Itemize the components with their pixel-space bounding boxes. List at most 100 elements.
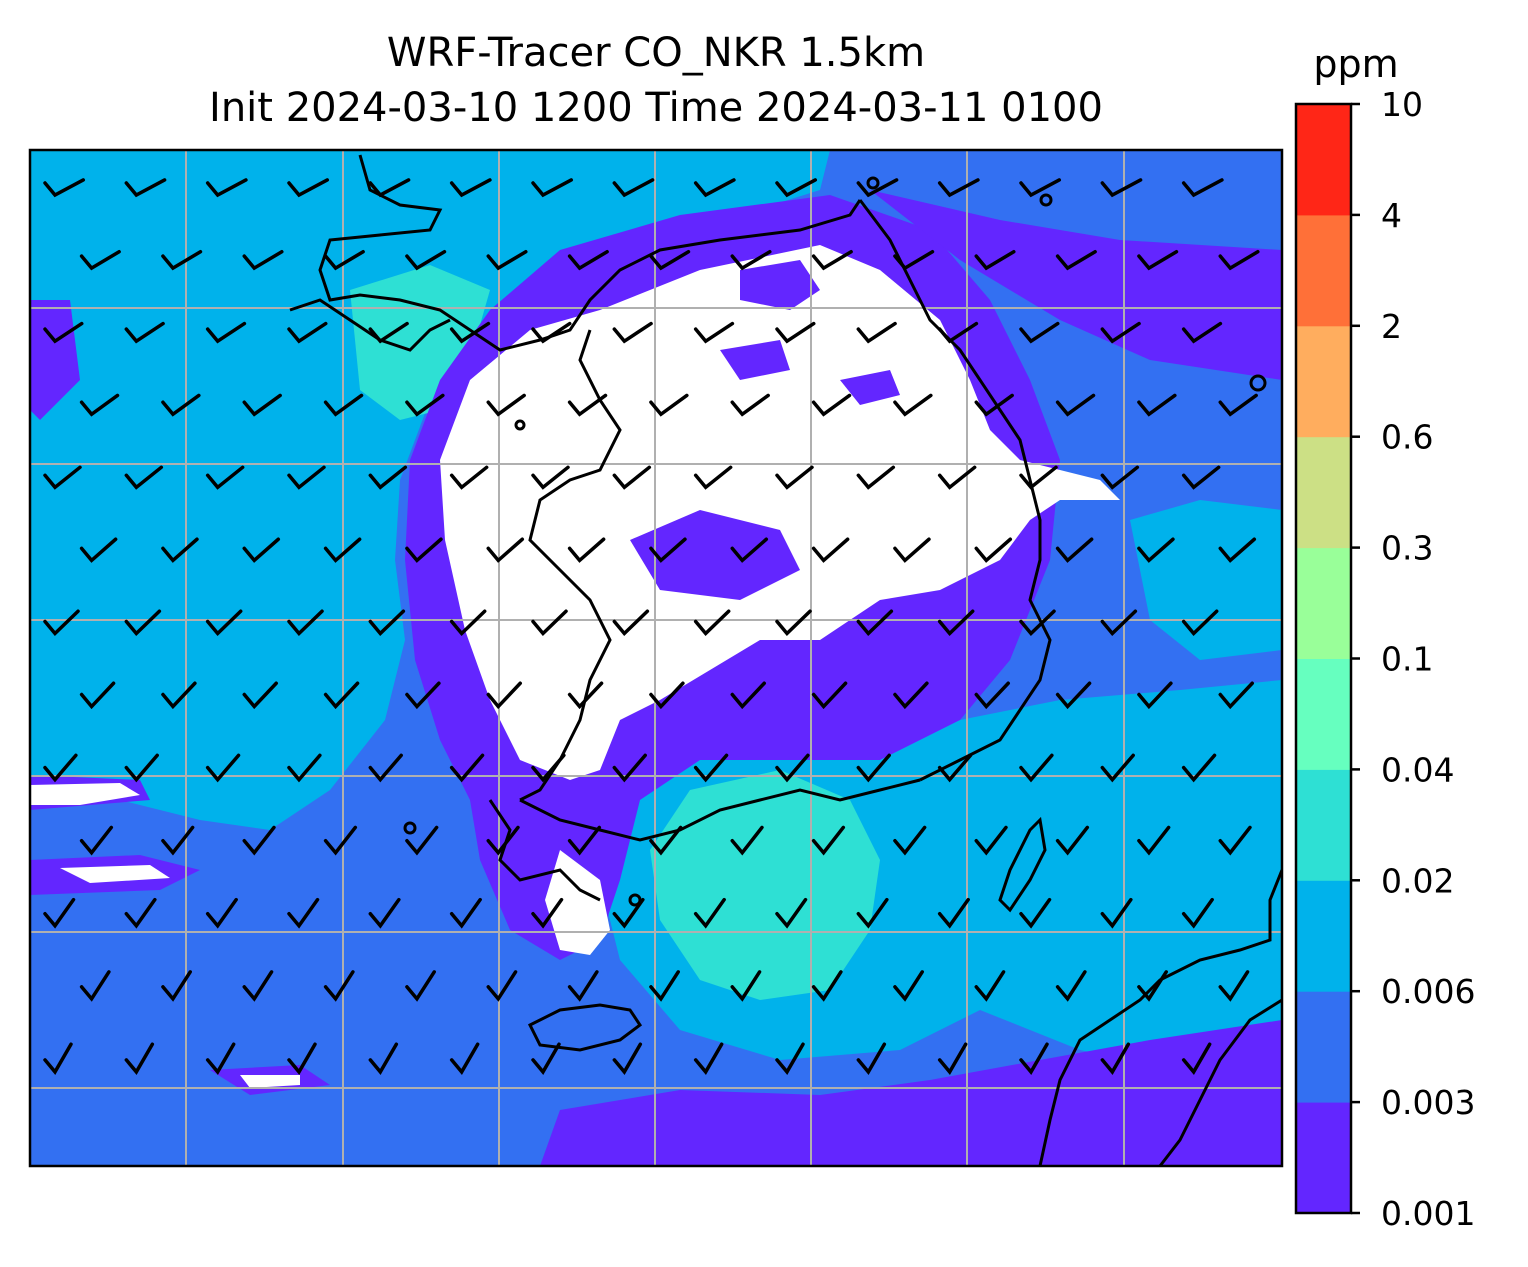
wind-barb bbox=[730, 537, 769, 563]
wind-barb bbox=[43, 465, 82, 490]
contour-white-streak-3 bbox=[240, 1075, 300, 1088]
wind-barb bbox=[1055, 970, 1087, 1002]
wind-barb bbox=[649, 681, 685, 710]
wind-barb bbox=[1218, 537, 1257, 563]
wind-barb bbox=[287, 1042, 317, 1075]
wind-barb bbox=[1181, 321, 1223, 344]
wind-barb bbox=[856, 1042, 887, 1075]
wind-barb bbox=[856, 465, 896, 490]
wind-barb bbox=[567, 970, 599, 1002]
wind-barb bbox=[405, 970, 436, 1002]
wind-barb bbox=[287, 178, 330, 198]
wind-barb bbox=[1055, 537, 1094, 563]
wind-barb bbox=[1055, 393, 1096, 417]
wind-barb bbox=[531, 178, 574, 198]
colorbar-ticks: 0.001 0.003 0.006 0.02 0.04 0.1 0.3 0.6 2 4 10 bbox=[1351, 85, 1475, 1233]
wind-barb bbox=[1055, 681, 1092, 710]
wind-barb bbox=[1181, 897, 1214, 929]
wind-barb bbox=[693, 465, 733, 490]
wind-barb bbox=[1181, 1042, 1212, 1075]
wind-barb bbox=[287, 897, 320, 929]
wind-barb bbox=[43, 1042, 73, 1075]
wind-barb bbox=[287, 321, 328, 344]
wind-barb bbox=[1181, 609, 1219, 637]
wind-barb bbox=[893, 825, 927, 856]
wind-barb bbox=[205, 609, 243, 637]
wind-barb bbox=[1019, 609, 1056, 637]
wind-barb bbox=[43, 897, 76, 929]
coastline-china-north bbox=[318, 154, 862, 352]
contour-cyan-north bbox=[30, 150, 830, 830]
wind-barb bbox=[405, 681, 441, 710]
wind-barb bbox=[811, 970, 843, 1002]
wind-barb bbox=[612, 753, 647, 783]
wind-barb bbox=[405, 825, 439, 856]
contour-white-tail bbox=[545, 850, 610, 955]
wind-barb bbox=[1181, 178, 1224, 198]
wind-barb bbox=[1218, 393, 1258, 417]
wind-barb bbox=[856, 609, 894, 637]
wind-barb bbox=[1181, 465, 1221, 490]
wind-barb bbox=[161, 970, 192, 1002]
wind-barb bbox=[856, 178, 899, 198]
wind-barb bbox=[693, 1042, 724, 1075]
colorbar-band bbox=[1296, 104, 1351, 216]
wind-barb bbox=[974, 393, 1014, 417]
colorbar-tick-label: 0.6 bbox=[1381, 418, 1433, 457]
wind-barb bbox=[1100, 321, 1141, 344]
wind-barb bbox=[974, 681, 1010, 710]
wind-barb bbox=[449, 753, 485, 783]
wind-barb bbox=[1100, 465, 1140, 490]
wind-barb bbox=[1100, 753, 1135, 783]
wind-barb bbox=[811, 825, 846, 856]
contour-violet-patch-2 bbox=[630, 510, 800, 600]
wind-barb bbox=[612, 178, 655, 198]
contour-violet-south bbox=[540, 1020, 1282, 1166]
colorbar-tick-label: 0.3 bbox=[1381, 529, 1433, 568]
wind-barb bbox=[486, 825, 520, 856]
wind-barb bbox=[323, 681, 360, 710]
wind-barb bbox=[79, 970, 111, 1002]
wind-barb bbox=[161, 537, 199, 563]
colorbar-band bbox=[1296, 1102, 1351, 1214]
wind-barb bbox=[486, 681, 522, 710]
wind-barb bbox=[1055, 825, 1090, 856]
wind-barb bbox=[730, 825, 764, 856]
wind-barb bbox=[649, 393, 689, 417]
colorbar-band bbox=[1296, 769, 1351, 881]
wind-barb bbox=[937, 609, 975, 637]
coastline-korea-west bbox=[519, 329, 622, 802]
wind-barb bbox=[1137, 250, 1179, 271]
wind-barb bbox=[368, 1042, 399, 1075]
wind-barb bbox=[323, 825, 358, 856]
wind-barb bbox=[531, 1042, 561, 1075]
wind-barb bbox=[693, 178, 736, 198]
wind-barb bbox=[693, 753, 729, 783]
wind-barb bbox=[893, 537, 931, 563]
wind-barb bbox=[811, 537, 850, 563]
wind-barb bbox=[612, 321, 653, 344]
wind-barb bbox=[242, 681, 278, 710]
wind-barb bbox=[974, 537, 1013, 563]
wind-barb bbox=[531, 465, 570, 490]
wind-barb bbox=[124, 321, 165, 344]
contour-violet-patch-3 bbox=[840, 370, 900, 405]
wind-barb bbox=[368, 897, 401, 929]
wind-barb bbox=[937, 897, 970, 929]
colorbar-unit-label: ppm bbox=[1313, 42, 1399, 86]
wind-barb bbox=[1218, 825, 1252, 856]
wind-barb bbox=[43, 178, 86, 198]
wind-barb bbox=[242, 970, 274, 1002]
wind-barb bbox=[649, 970, 680, 1002]
wind-barb bbox=[893, 681, 929, 710]
wind-barb bbox=[43, 609, 80, 637]
wind-barb bbox=[486, 537, 525, 563]
wind-barb bbox=[612, 609, 650, 637]
wind-barb bbox=[730, 250, 772, 271]
wind-barb bbox=[205, 897, 238, 929]
wind-barb bbox=[1218, 681, 1254, 710]
wind-barb bbox=[612, 897, 645, 929]
wind-barb bbox=[79, 250, 121, 271]
wind-barb bbox=[486, 393, 526, 417]
